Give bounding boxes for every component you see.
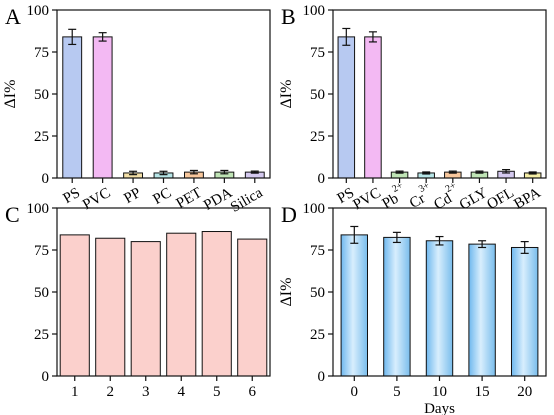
x-tick-label: 6 <box>249 384 257 400</box>
x-tick-label: 5 <box>393 384 401 400</box>
bar-4 <box>166 232 197 377</box>
y-tick-label: 75 <box>310 243 325 259</box>
panel-letter: D <box>281 202 297 227</box>
bar-pvc <box>92 36 113 179</box>
y-tick-label: 50 <box>34 87 49 103</box>
bar-1 <box>59 234 90 377</box>
x-tick-label-base: Pb <box>379 190 401 212</box>
x-tick-label: 3 <box>142 384 150 400</box>
bar-15 <box>468 243 496 377</box>
x-tick-label: PS <box>335 185 357 207</box>
y-tick-label: 75 <box>34 243 49 259</box>
x-tick-label-sup: 3+ <box>417 180 432 195</box>
x-tick-label: Silica <box>228 185 266 216</box>
bar-0 <box>340 234 368 377</box>
bar-6 <box>237 238 268 377</box>
x-tick-label: PC <box>150 185 174 208</box>
y-tick-label: 25 <box>310 129 325 145</box>
y-tick-label: 75 <box>310 45 325 61</box>
panel-letter: B <box>281 4 296 29</box>
bar-5 <box>201 231 232 377</box>
x-tick-label: Pb2+ <box>377 180 411 212</box>
y-tick-label: 50 <box>310 87 325 103</box>
y-axis-label: ΔI% <box>2 80 19 109</box>
x-tick-label: 0 <box>351 384 359 400</box>
y-tick-label: 25 <box>34 129 49 145</box>
x-tick-label: 1 <box>71 384 79 400</box>
x-tick-label: 4 <box>178 384 186 400</box>
x-tick-label-sup: 2+ <box>391 180 406 195</box>
bar-ps <box>337 36 356 179</box>
x-tick-label-base: Cr <box>407 190 428 211</box>
x-tick-label: PS <box>61 185 83 207</box>
x-tick-label: 2 <box>107 384 115 400</box>
y-tick-label: 100 <box>303 3 326 19</box>
bar-3 <box>130 241 161 377</box>
x-tick-label: Cr3+ <box>404 180 437 211</box>
x-tick-label: 5 <box>213 384 221 400</box>
panel-letter: C <box>5 202 20 227</box>
y-tick-label: 0 <box>42 171 50 187</box>
y-tick-label: 25 <box>34 327 49 343</box>
panel-d: D 0 25 50 75 100 ΔI% 0 5 10 15 20 Days <box>278 201 547 415</box>
y-axis-label: ΔI% <box>278 278 295 307</box>
x-tick-label: PP <box>121 185 143 207</box>
y-tick-label: 50 <box>310 285 325 301</box>
y-tick-label: 25 <box>310 327 325 343</box>
plot-frame <box>56 9 271 179</box>
bar-10 <box>425 240 454 377</box>
y-tick-label: 0 <box>318 171 326 187</box>
bar-pvc <box>364 36 382 179</box>
x-tick-label-sup: 2+ <box>444 180 459 195</box>
bar-20 <box>510 246 539 377</box>
panel-letter: A <box>5 4 21 29</box>
x-tick-label: Cd2+ <box>429 180 464 213</box>
y-tick-label: 0 <box>42 369 50 385</box>
x-tick-label: 20 <box>517 384 532 400</box>
bar-5 <box>383 236 411 377</box>
y-axis-label: ΔI% <box>278 80 295 109</box>
y-tick-label: 100 <box>27 201 50 217</box>
x-tick-label: PVC <box>350 185 383 213</box>
y-tick-label: 75 <box>34 45 49 61</box>
y-tick-label: 0 <box>318 369 326 385</box>
x-tick-label: PVC <box>80 185 113 213</box>
bar-ps <box>62 36 83 179</box>
y-tick-label: 50 <box>34 285 49 301</box>
x-tick-label: PDA <box>201 185 235 214</box>
y-tick-label: 100 <box>27 3 50 19</box>
x-axis-label: Days <box>424 401 455 415</box>
x-tick-label-base: Cd <box>431 190 455 213</box>
x-tick-label: 10 <box>432 384 447 400</box>
panel-c: C 0 25 50 75 100 1 2 3 4 5 6 <box>5 201 271 400</box>
x-tick-label: 15 <box>475 384 490 400</box>
bar-2 <box>95 237 126 377</box>
y-tick-label: 100 <box>303 201 326 217</box>
